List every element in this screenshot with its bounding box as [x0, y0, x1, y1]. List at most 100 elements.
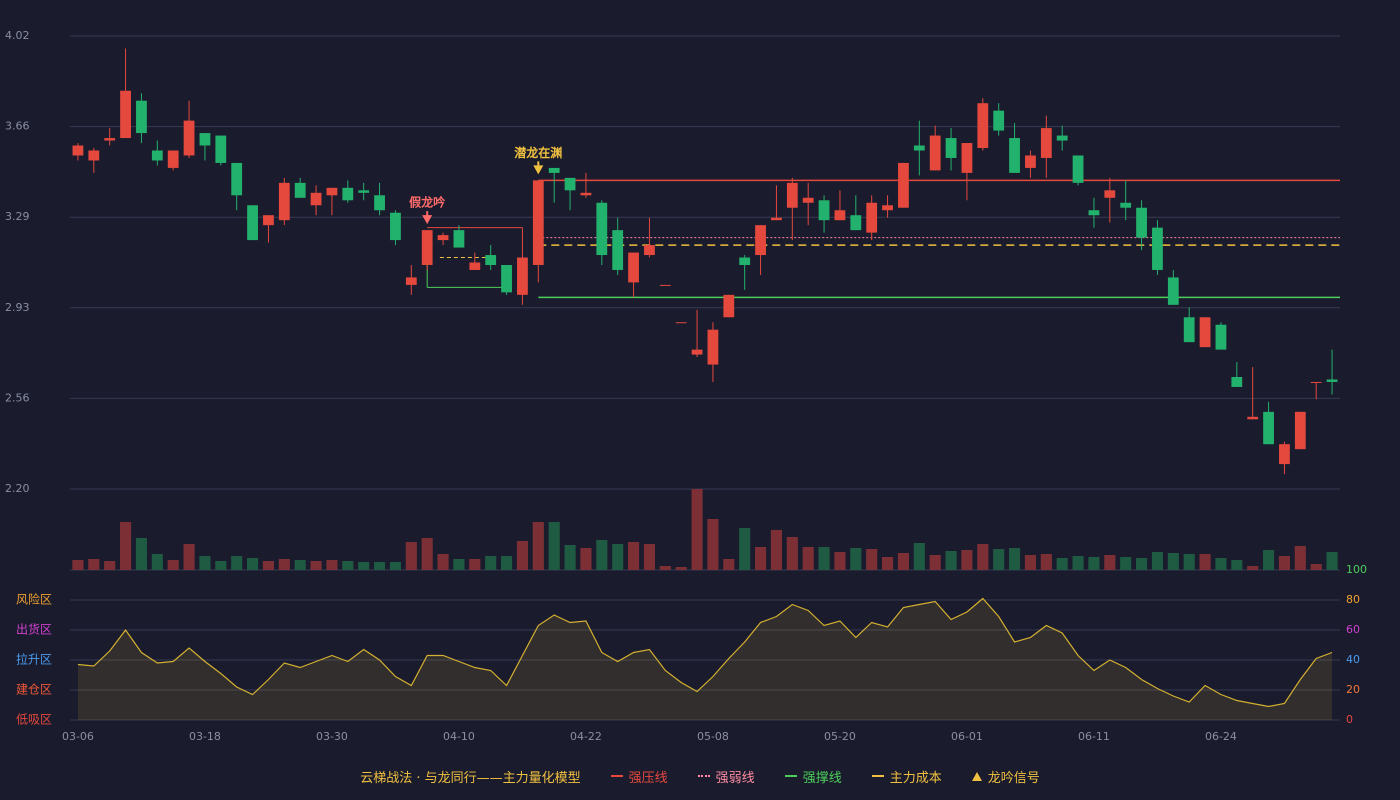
volume-bar: [770, 530, 782, 570]
volume-bar: [548, 522, 560, 570]
volume-bar: [659, 566, 671, 570]
zone-label: 建仓区: [16, 683, 52, 697]
candle-body: [659, 284, 671, 286]
volume-bar: [945, 551, 957, 570]
volume-bar: [1088, 557, 1100, 570]
candle-body: [1310, 381, 1322, 383]
candle-body: [644, 245, 655, 256]
volume-bar: [707, 519, 719, 570]
candle-body: [850, 215, 862, 231]
volume-bar: [1247, 566, 1259, 570]
candle-body: [1279, 444, 1290, 465]
candle-body: [866, 202, 878, 233]
volume-bar: [231, 556, 243, 570]
oscillator-line: [77, 597, 1333, 708]
volume-bar: [564, 545, 576, 570]
volume-bar: [310, 561, 322, 570]
candle-body: [1231, 376, 1243, 387]
legend-item: 强弱线: [697, 767, 755, 786]
signal-label: 假龙吟: [409, 195, 445, 210]
x-tick-label: 04-22: [570, 730, 602, 743]
volume-bar: [262, 561, 274, 570]
candle-body: [215, 135, 227, 163]
x-tick-label: 06-24: [1205, 730, 1237, 743]
volume-bar: [1040, 554, 1052, 570]
volume-bar: [215, 561, 227, 570]
candle-body: [993, 110, 1005, 131]
x-tick-label: 05-20: [824, 730, 856, 743]
volume-bar: [135, 538, 147, 570]
y-tick-label: 3.29: [5, 210, 30, 223]
candle-body: [818, 200, 830, 221]
candle-body: [374, 195, 385, 211]
x-tick-label: 06-01: [951, 730, 983, 743]
volume-bar: [485, 556, 497, 570]
volume-bar: [786, 537, 798, 570]
candle-body: [405, 277, 417, 285]
volume-bar: [167, 560, 179, 570]
volume-bar: [342, 561, 354, 570]
candle-body: [532, 180, 544, 265]
legend-label: 强撑线: [802, 770, 842, 786]
volume-bar: [993, 549, 1005, 570]
volume-bar: [612, 544, 624, 570]
candle-body: [263, 215, 274, 226]
legend-title: 云梯战法 · 与龙同行——主力量化模型: [360, 770, 581, 786]
volume-bar: [691, 489, 703, 570]
candle-body: [326, 187, 338, 196]
volume-bar: [1024, 555, 1036, 570]
volume-bar: [1151, 552, 1163, 570]
volume-bar: [1183, 554, 1195, 570]
volume-bar: [120, 522, 132, 570]
candle-body: [1104, 190, 1116, 198]
volume-bar: [913, 543, 925, 570]
signal-arrow: [422, 215, 433, 225]
candle-body: [437, 235, 449, 241]
y-tick-label: 3.66: [5, 120, 30, 133]
candle-body: [469, 262, 481, 270]
candle-body: [310, 192, 322, 206]
volume-bar: [199, 556, 211, 570]
volume-bar: [897, 553, 909, 570]
legend-icon: [610, 775, 623, 777]
volume-bar: [1072, 556, 1084, 570]
volume-bar: [1120, 557, 1132, 570]
candle-body: [771, 217, 782, 221]
candle-body: [1326, 379, 1338, 382]
legend-icon: [971, 771, 982, 781]
oscillator-area: [77, 598, 1333, 720]
volume-bar: [675, 567, 687, 570]
legend-label: 强弱线: [715, 770, 755, 786]
candle-body: [723, 294, 735, 318]
volume-bar: [278, 559, 290, 570]
candle-body: [612, 230, 624, 270]
y-tick-label: 4.02: [5, 29, 30, 42]
legend-item: 龙吟信号: [971, 767, 1040, 786]
candle-body: [691, 349, 703, 355]
candle-body: [453, 230, 465, 248]
volume-bar: [405, 542, 417, 570]
volume-bar: [1263, 550, 1275, 570]
candle-body: [342, 187, 354, 201]
candle-body: [1136, 207, 1147, 238]
candle-body: [517, 257, 528, 295]
candle-body: [913, 145, 925, 151]
legend-label: 强压线: [628, 770, 668, 786]
candle-body: [1263, 411, 1274, 445]
y2-tick-label: 60: [1346, 623, 1360, 636]
volume-bar: [643, 544, 655, 570]
candle-body: [88, 150, 100, 161]
candle-body: [755, 225, 766, 256]
volume-bar: [326, 560, 338, 570]
candle-body: [898, 162, 909, 208]
volume-bar: [532, 522, 544, 570]
candle-body: [151, 150, 163, 161]
zone-label: 低吸区: [16, 713, 52, 727]
volume-bar: [1231, 560, 1243, 570]
candle-body: [136, 100, 147, 134]
candle-body: [183, 120, 195, 156]
volume-bar: [104, 561, 116, 570]
volume-bar: [929, 555, 941, 570]
legend-label: 龙吟信号: [987, 770, 1040, 786]
volume-bar: [294, 560, 306, 570]
